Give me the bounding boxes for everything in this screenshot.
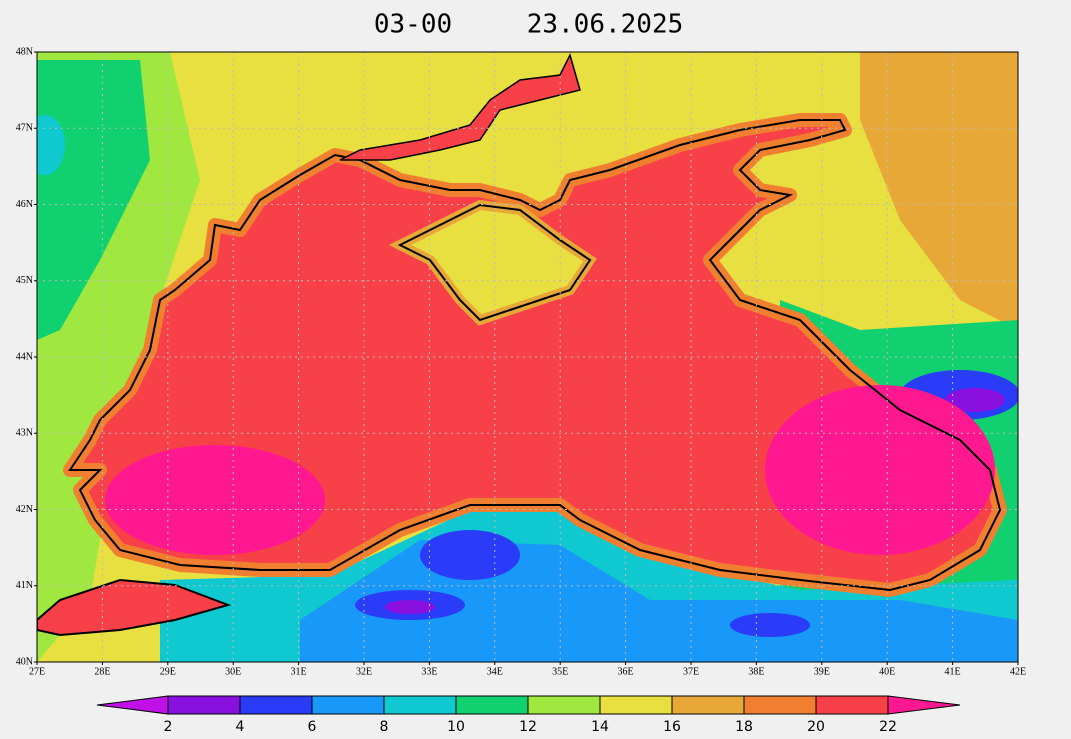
colorbar-label: 16 [663,719,681,735]
title-date: 23.06.2025 [527,10,684,40]
colorbar-label: 2 [164,719,173,735]
colorbar-label: 12 [519,719,537,735]
lon-label: 42E [1010,666,1026,677]
lat-label: 48N [16,46,33,57]
map-frame [36,51,1019,663]
lat-label: 43N [16,428,33,439]
colorbar-segment [455,695,529,715]
colorbar-label: 10 [447,719,465,735]
title-time: 03-00 [374,10,452,40]
lat-label: 42N [16,504,33,515]
lon-label: 31E [291,666,307,677]
colorbar-segment [743,695,817,715]
lon-label: 30E [225,666,241,677]
lon-label: 32E [356,666,372,677]
colorbar-high-arrow [887,695,961,715]
lon-label: 40E [879,666,895,677]
colorbar-segment [527,695,601,715]
lon-label: 28E [94,666,110,677]
lon-label: 39E [814,666,830,677]
colorbar-segment [239,695,313,715]
colorbar: 2 4 6 8 10 12 14 16 18 20 22 [96,695,961,735]
lon-label: 41E [945,666,961,677]
lon-label: 37E [683,666,699,677]
colorbar-label: 14 [591,719,609,735]
colorbar-segment [815,695,889,715]
colorbar-label: 6 [308,719,317,735]
lat-label: 41N [16,580,33,591]
colorbar-segment [383,695,457,715]
colorbar-segment [671,695,745,715]
lat-label: 46N [16,199,33,210]
temperature-field [37,52,1018,662]
lon-label: 35E [552,666,568,677]
lat-label: 47N [16,123,33,134]
lat-label: 44N [16,351,33,362]
colorbar-label: 22 [879,719,897,735]
colorbar-low-arrow [96,695,169,715]
colorbar-label: 18 [735,719,753,735]
colorbar-segment [599,695,673,715]
lon-label: 36E [618,666,634,677]
colorbar-label: 20 [807,719,825,735]
colorbar-segment [311,695,385,715]
lon-label: 38E [748,666,764,677]
colorbar-label: 4 [236,719,245,735]
colorbar-segment [167,695,241,715]
lat-label: 45N [16,275,33,286]
lon-label: 34E [487,666,503,677]
lon-label: 27E [29,666,45,677]
lon-label: 29E [160,666,176,677]
lon-label: 33E [421,666,437,677]
lat-label: 40N [16,656,33,667]
colorbar-label: 8 [380,719,389,735]
